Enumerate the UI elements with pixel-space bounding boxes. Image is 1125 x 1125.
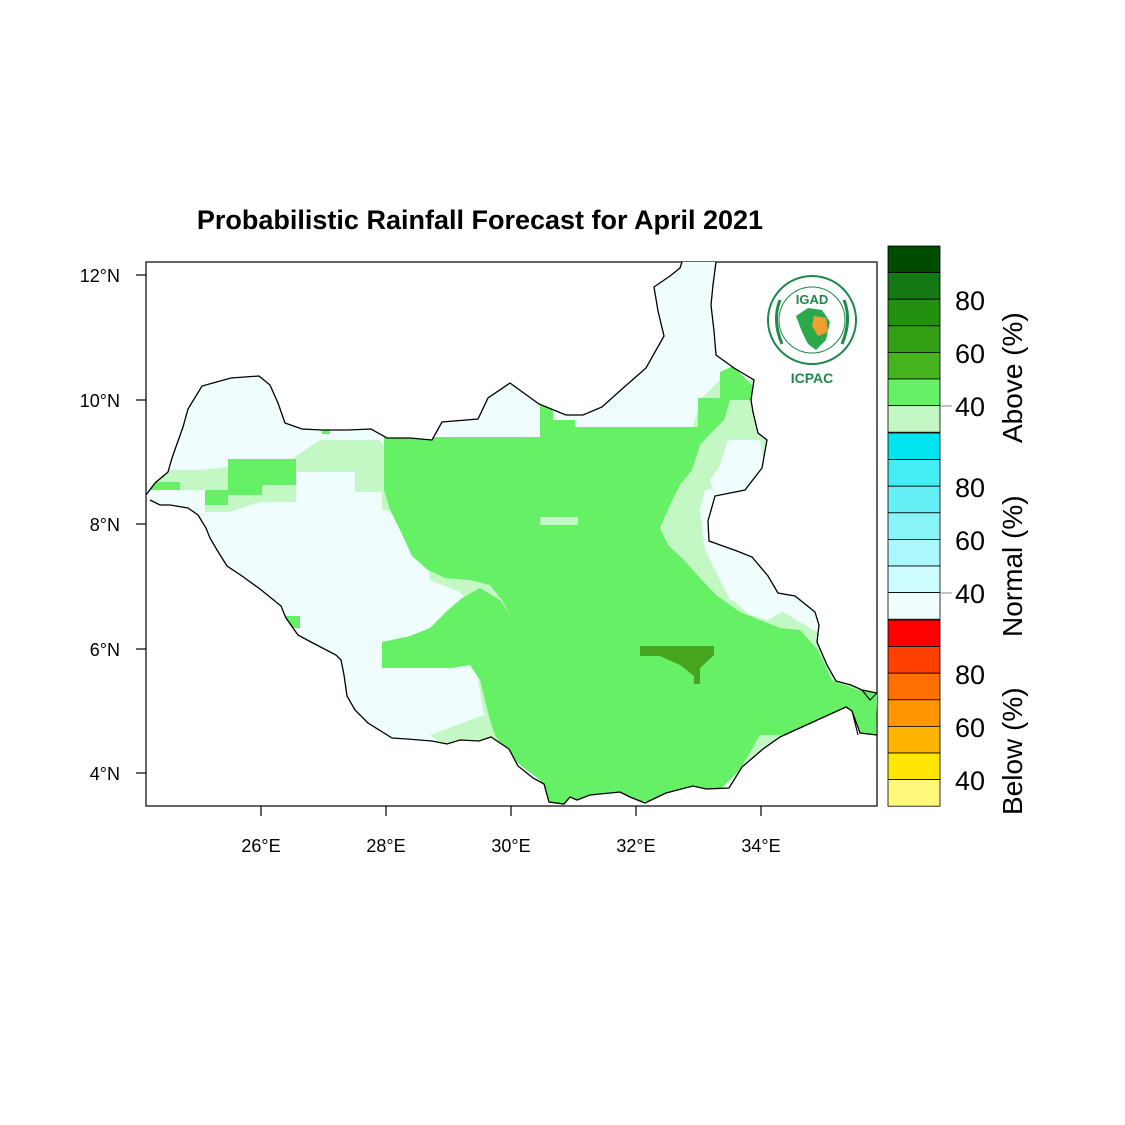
above-legend-title: Above (%): [997, 312, 1028, 443]
below-tick-60: 60: [955, 713, 985, 743]
colorbar-swatch-1-2: [887, 485, 941, 514]
colorbar-swatch-2-1: [887, 646, 941, 674]
above-tick-80: 80: [955, 286, 985, 316]
normal-tick-40: 40: [955, 579, 985, 609]
x-tick-28E: 28°E: [366, 836, 405, 856]
normal-legend-title: Normal (%): [997, 495, 1028, 637]
x-tick-32E: 32°E: [616, 836, 655, 856]
above-green-zone: [382, 366, 877, 804]
logo-igad-text: IGAD: [796, 292, 829, 307]
x-tick-34E: 34°E: [741, 836, 780, 856]
colorbar-swatch-2-5: [887, 752, 941, 781]
neighbor-border: [845, 689, 878, 736]
right-laurel-icon: [840, 299, 849, 345]
y-tick-8N: 8°N: [90, 515, 120, 535]
colorbar-swatch-1-3: [887, 512, 941, 540]
x-tick-30E: 30°E: [491, 836, 530, 856]
above-light-inset: [540, 517, 578, 525]
above-60-patch: [640, 646, 714, 684]
colorbar-swatch-0-2: [887, 298, 941, 327]
below-tick-80: 80: [955, 660, 985, 690]
colorbar-swatch-1-6: [887, 592, 941, 620]
colorbar: [887, 245, 941, 807]
colorbar-swatch-1-5: [887, 565, 941, 594]
colorbar-swatch-2-4: [887, 726, 941, 754]
colorbar-swatch-0-4: [887, 351, 941, 380]
colorbar-swatch-0-1: [887, 272, 941, 300]
logo-icpac-text: ICPAC: [791, 370, 834, 386]
igad-region-icon: [812, 316, 828, 336]
x-axis: [260, 806, 762, 816]
colorbar-tick-marks: [940, 405, 952, 594]
y-tick-6N: 6°N: [90, 640, 120, 660]
x-tick-26E: 26°E: [241, 836, 280, 856]
normal-tick-60: 60: [955, 526, 985, 556]
above-green-west-patch: [146, 459, 296, 505]
above-tick-40: 40: [955, 392, 985, 422]
colorbar-swatch-2-3: [887, 699, 941, 727]
y-tick-12N: 12°N: [80, 266, 120, 286]
white-east-pocket: [712, 545, 782, 620]
y-axis: [136, 274, 146, 774]
country-border: [145, 261, 878, 805]
normal-tick-80: 80: [955, 473, 985, 503]
igad-icpac-logo: IGAD ICPAC: [767, 275, 857, 386]
colorbar-swatch-1-1: [887, 459, 941, 487]
colorbar-swatch-1-4: [887, 539, 941, 567]
colorbar-swatch-0-6: [887, 405, 941, 433]
colorbar-swatch-0-5: [887, 378, 941, 407]
logo-inner-ring: [778, 286, 846, 354]
y-tick-4N: 4°N: [90, 764, 120, 784]
colorbar-swatch-2-2: [887, 672, 941, 701]
colorbar-swatch-2-0: [887, 619, 941, 648]
above-tick-60: 60: [955, 339, 985, 369]
below-tick-40: 40: [955, 766, 985, 796]
below-legend-title: Below (%): [997, 687, 1028, 815]
above-green-strip: [408, 645, 428, 652]
left-laurel-icon: [775, 299, 784, 345]
colorbar-swatch-0-3: [887, 325, 941, 353]
colorbar-swatch-1-0: [887, 432, 941, 461]
colorbar-swatch-2-6: [887, 779, 941, 807]
y-tick-10N: 10°N: [80, 391, 120, 411]
map-title: Probabilistic Rainfall Forecast for Apri…: [196, 205, 764, 235]
colorbar-swatch-0-0: [887, 245, 941, 274]
